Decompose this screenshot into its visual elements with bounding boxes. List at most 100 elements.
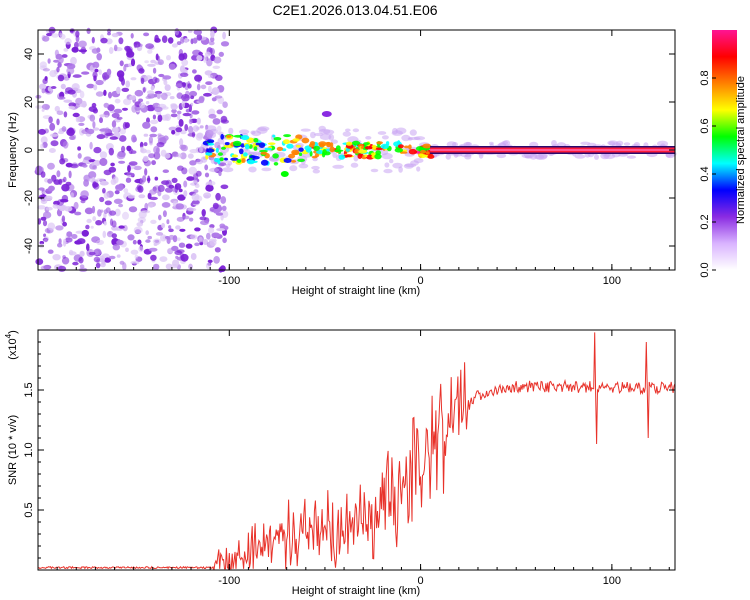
noise-blotch bbox=[187, 29, 193, 33]
noise-blotch bbox=[65, 181, 72, 186]
noise-blotch bbox=[61, 215, 66, 223]
noise-blotch bbox=[222, 101, 228, 108]
noise-blotch bbox=[149, 196, 158, 201]
noise-blotch bbox=[58, 238, 62, 245]
noise-blotch bbox=[143, 142, 148, 147]
noise-blotch bbox=[47, 58, 51, 64]
noise-blotch bbox=[72, 74, 82, 78]
noise-blotch bbox=[108, 47, 114, 54]
noise-blotch bbox=[137, 216, 146, 223]
noise-blotch bbox=[52, 204, 59, 209]
noise-blotch bbox=[154, 34, 159, 43]
signal-blob bbox=[338, 154, 346, 160]
noise-blotch bbox=[43, 233, 47, 238]
noise-blotch bbox=[93, 248, 102, 256]
signal-haze bbox=[392, 162, 403, 169]
noise-blotch bbox=[80, 46, 87, 55]
snr-y-multiplier-exponent: 4 bbox=[4, 333, 13, 338]
noise-blotch bbox=[166, 236, 171, 241]
noise-blotch bbox=[179, 65, 186, 73]
spectrogram-axes: -100 0 100 -40 -20 0 20 40 bbox=[23, 30, 675, 287]
noise-blotch bbox=[175, 127, 183, 133]
signal-blob bbox=[394, 147, 403, 153]
noise-blotch bbox=[164, 113, 171, 122]
spec-y-tick-label: -20 bbox=[23, 190, 35, 206]
signal-blob bbox=[427, 154, 435, 159]
signal-blob bbox=[264, 147, 273, 151]
noise-blotch bbox=[154, 77, 160, 83]
figure-title: C2E1.2026.013.04.51.E06 bbox=[272, 2, 437, 18]
noise-blotch bbox=[168, 184, 175, 189]
noise-blotch bbox=[48, 148, 56, 153]
signal-haze bbox=[489, 141, 494, 145]
signal-blob bbox=[346, 141, 353, 146]
signal-blob bbox=[380, 143, 389, 149]
colorbar-tick-label: 0.4 bbox=[699, 166, 711, 181]
noise-blotch bbox=[176, 110, 182, 115]
noise-blotch bbox=[175, 83, 184, 88]
noise-blotch bbox=[137, 239, 142, 245]
noise-blotch bbox=[126, 145, 132, 152]
noise-blotch bbox=[196, 83, 201, 91]
snr-x-tick-label: -100 bbox=[218, 575, 240, 587]
noise-blotch bbox=[86, 128, 95, 135]
noise-blotch bbox=[186, 176, 195, 181]
signal-haze bbox=[594, 154, 599, 160]
noise-blotch bbox=[58, 178, 63, 185]
signal-haze bbox=[222, 167, 234, 173]
noise-blotch bbox=[113, 44, 118, 52]
noise-blotch bbox=[42, 35, 50, 42]
signal-blob bbox=[283, 134, 291, 138]
noise-blotch bbox=[144, 60, 149, 64]
signal-haze bbox=[210, 157, 216, 164]
noise-blotch bbox=[153, 263, 160, 271]
noise-blotch bbox=[216, 109, 223, 115]
noise-blotch bbox=[119, 128, 126, 135]
noise-blotch bbox=[155, 53, 159, 61]
noise-blotch bbox=[210, 36, 215, 43]
noise-blotch bbox=[71, 234, 78, 239]
signal-blob bbox=[295, 144, 301, 148]
noise-blotch bbox=[57, 130, 65, 135]
signal-blob bbox=[219, 157, 224, 162]
noise-blotch bbox=[66, 231, 73, 238]
signal-haze bbox=[615, 140, 624, 146]
noise-blotch bbox=[89, 114, 96, 122]
noise-blotch bbox=[44, 238, 48, 243]
noise-blotch bbox=[218, 162, 227, 166]
noise-blotch bbox=[178, 53, 185, 61]
noise-blotch bbox=[220, 41, 230, 47]
signal-blob bbox=[376, 141, 383, 145]
spec-y-tick-label: 0 bbox=[23, 147, 35, 153]
spec-x-tick-label: 0 bbox=[418, 275, 424, 287]
noise-blotch bbox=[79, 90, 85, 99]
spectrogram-panel: -100 0 100 -40 -20 0 20 40 Height of straight l… bbox=[7, 26, 677, 297]
noise-blotch bbox=[82, 159, 91, 164]
noise-blotch bbox=[174, 183, 182, 190]
noise-blotch bbox=[130, 260, 140, 265]
signal-blob bbox=[354, 148, 360, 154]
noise-blotch bbox=[42, 78, 48, 85]
signal-blob bbox=[408, 144, 412, 150]
noise-blotch bbox=[82, 164, 88, 168]
noise-blotch bbox=[185, 243, 193, 249]
noise-blotch bbox=[213, 56, 222, 64]
spectrogram-y-label: Frequency (Hz) bbox=[7, 112, 19, 188]
noise-blotch bbox=[99, 128, 108, 132]
noise-blotch bbox=[56, 66, 60, 73]
noise-blotch bbox=[41, 103, 51, 110]
noise-blotch bbox=[96, 53, 102, 61]
noise-blotch bbox=[69, 251, 77, 256]
noise-blotch bbox=[176, 41, 182, 46]
noise-blotch bbox=[190, 253, 197, 260]
noise-blotch bbox=[40, 198, 48, 205]
noise-blotch bbox=[112, 244, 121, 251]
noise-blotch bbox=[57, 265, 67, 272]
noise-blotch bbox=[68, 105, 76, 110]
noise-blotch bbox=[99, 180, 109, 186]
signal-blob bbox=[286, 143, 294, 149]
noise-blotch bbox=[83, 179, 89, 187]
noise-blotch bbox=[105, 114, 109, 118]
spectrogram-signal bbox=[192, 111, 677, 177]
noise-blotch bbox=[49, 122, 56, 131]
